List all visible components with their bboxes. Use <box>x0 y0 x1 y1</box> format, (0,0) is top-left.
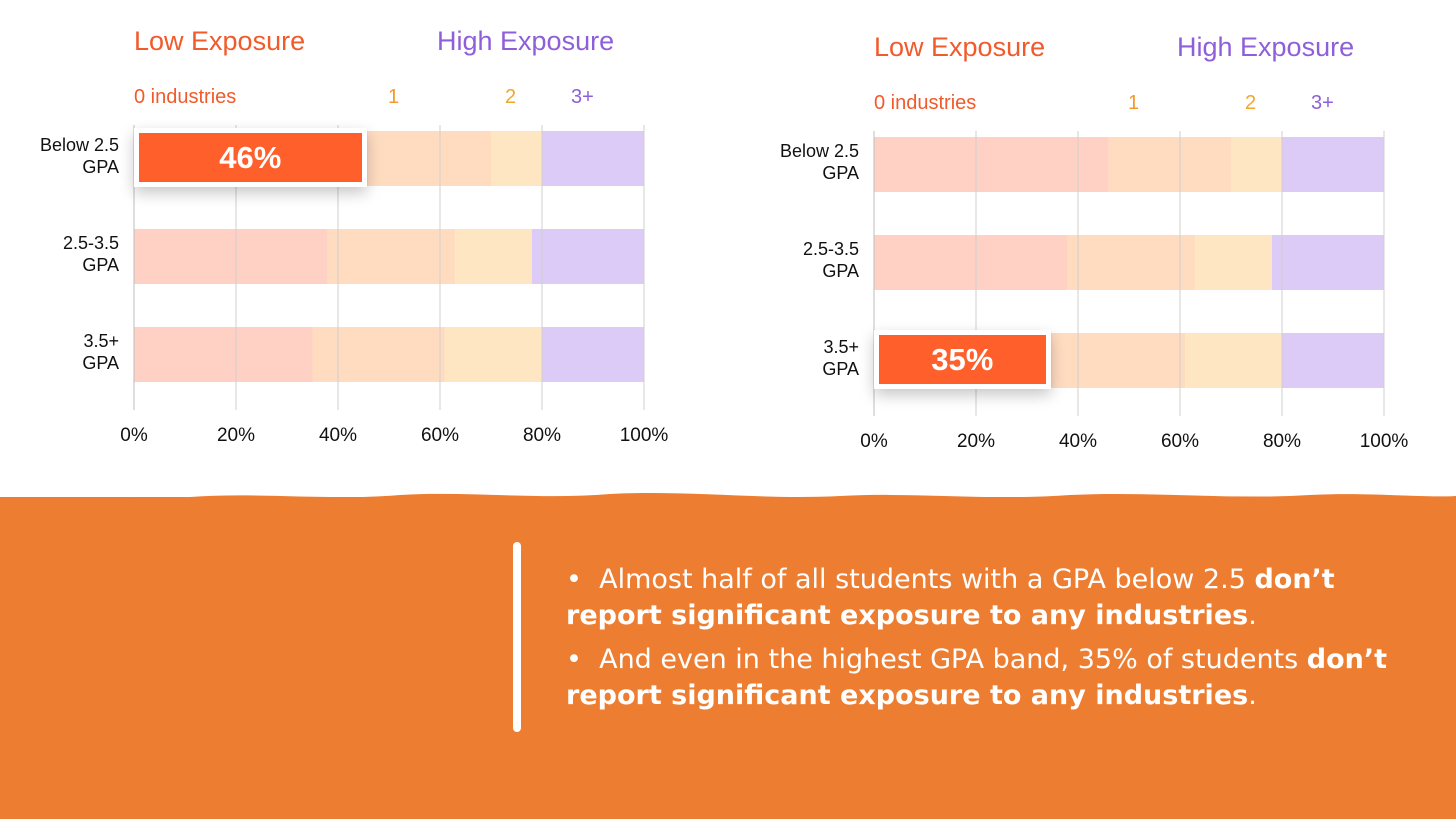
bar-segment <box>134 327 313 382</box>
bullet-2-end: . <box>1248 680 1257 711</box>
row-label: 3.5+ GPA <box>9 330 119 374</box>
row-label-line: Below 2.5 <box>779 141 859 161</box>
row-label-line: GPA <box>822 261 859 281</box>
row-label-line: GPA <box>822 359 859 379</box>
bar-segment <box>312 327 446 382</box>
bar-segment <box>1052 333 1186 388</box>
bar-segment <box>445 327 542 382</box>
bar-segment <box>874 235 1068 290</box>
header-high-exposure: High Exposure <box>1177 32 1355 62</box>
bullet-1-end: . <box>1248 600 1257 631</box>
legend-label: 0 industries <box>874 92 977 114</box>
row-label-line: 3.5+ <box>83 331 119 351</box>
legend-label: 1 <box>1128 92 1140 114</box>
bar-segment <box>531 229 644 284</box>
x-tick-label: 60% <box>420 425 460 446</box>
bar-plot <box>873 131 1385 416</box>
legend-label: 2 <box>1245 92 1257 114</box>
legend-label: 0 industries <box>134 86 237 108</box>
callout-value: 46% <box>139 133 362 182</box>
bar-segment <box>542 131 644 186</box>
header-low-exposure: Low Exposure <box>134 26 306 56</box>
row-label-line: 2.5-3.5 <box>62 233 119 253</box>
row-label: 2.5-3.5 GPA <box>749 238 859 282</box>
bar-segment <box>1108 137 1231 192</box>
row-label-line: GPA <box>82 255 119 275</box>
x-tick-label: 40% <box>318 425 358 446</box>
row-label-line: Below 2.5 <box>39 135 119 155</box>
row-label: Below 2.5 GPA <box>749 140 859 184</box>
header-high-exposure: High Exposure <box>437 26 615 56</box>
bar-segment <box>1067 235 1196 290</box>
bar-segment <box>134 229 328 284</box>
x-tick-label: 100% <box>1359 431 1409 452</box>
bar-segment <box>1271 235 1384 290</box>
legend-label: 3+ <box>1311 92 1334 114</box>
header-low-exposure: Low Exposure <box>874 32 1046 62</box>
x-tick-label: 20% <box>956 431 996 452</box>
bullet-2-plain: And even in the highest GPA band, 35% of… <box>599 644 1307 675</box>
bar-segment <box>327 229 456 284</box>
callout-value: 35% <box>879 335 1046 384</box>
x-tick-label: 80% <box>1262 431 1302 452</box>
bullet-1: • Almost half of all students with a GPA… <box>566 564 1335 631</box>
x-tick-label: 40% <box>1058 431 1098 452</box>
legend-label: 3+ <box>571 86 594 108</box>
bar-segment <box>542 327 644 382</box>
bar-segment <box>491 131 542 186</box>
bar-segment <box>1282 137 1384 192</box>
wave-edge <box>0 493 1456 508</box>
bar-segment <box>455 229 532 284</box>
bullet-2: • And even in the highest GPA band, 35% … <box>566 644 1388 711</box>
legend-label: 1 <box>388 86 400 108</box>
x-tick-label: 60% <box>1160 431 1200 452</box>
bar-segment <box>1282 333 1384 388</box>
value-callout: 46% <box>134 128 367 187</box>
chart-left: Low Exposure High Exposure 0 industries 1 2 3… <box>0 0 700 470</box>
takeaways: • Almost half of all students with a GPA… <box>566 562 1426 722</box>
legend-label: 2 <box>505 86 517 108</box>
bullet-2-bold: don’t report significant exposure to any… <box>566 644 1388 711</box>
row-label-line: 2.5-3.5 <box>802 239 859 259</box>
x-tick-label: 0% <box>860 431 888 452</box>
bar-segment <box>1185 333 1282 388</box>
chart-right: Low Exposure High Exposure 0 industries 1 2 3… <box>740 0 1456 470</box>
row-label-line: GPA <box>822 163 859 183</box>
row-label: Below 2.5 GPA <box>9 134 119 178</box>
bottom-band <box>0 497 1456 819</box>
row-label-line: 3.5+ <box>823 337 859 357</box>
row-label-line: GPA <box>82 157 119 177</box>
value-callout: 35% <box>874 330 1051 389</box>
bar-segment <box>368 131 491 186</box>
x-tick-label: 80% <box>522 425 562 446</box>
bar-segment <box>1195 235 1272 290</box>
bullet-1-plain: Almost half of all students with a GPA b… <box>599 564 1255 595</box>
row-label: 3.5+ GPA <box>749 336 859 380</box>
bullet-1-bold: don’t report significant exposure to any… <box>566 564 1335 631</box>
x-tick-label: 100% <box>619 425 669 446</box>
row-label-line: GPA <box>82 353 119 373</box>
x-tick-label: 20% <box>216 425 256 446</box>
bar-segment <box>1231 137 1282 192</box>
x-tick-label: 0% <box>120 425 148 446</box>
vertical-divider <box>513 542 521 732</box>
row-label: 2.5-3.5 GPA <box>9 232 119 276</box>
bar-segment <box>874 137 1109 192</box>
